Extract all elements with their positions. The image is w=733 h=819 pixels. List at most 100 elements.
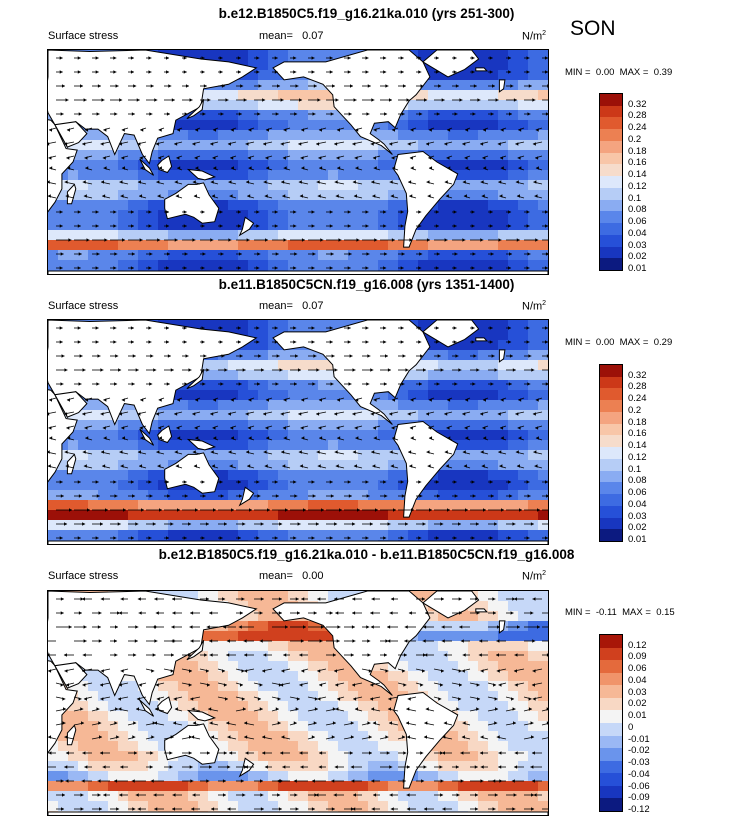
land-mass (66, 183, 77, 205)
stress-vector-head (64, 368, 68, 372)
stress-cell (428, 250, 439, 261)
stress-cell (138, 500, 149, 511)
stress-cell (88, 140, 99, 151)
stress-cell (288, 781, 299, 792)
stress-cell (268, 651, 279, 662)
stress-vector-head (518, 128, 522, 132)
stress-vector-head (392, 128, 396, 132)
stress-cell (118, 210, 129, 221)
stress-cell (58, 801, 69, 812)
stress-cell (308, 751, 319, 762)
stress-cell (248, 170, 259, 181)
stress-cell (358, 240, 369, 251)
stress-cell (538, 220, 548, 231)
stress-cell (228, 490, 239, 501)
stress-cell (468, 360, 479, 371)
stress-cell (298, 781, 309, 792)
stress-cell (248, 70, 259, 81)
stress-vector-head (100, 522, 104, 526)
stress-cell (78, 410, 89, 421)
stress-cell (388, 210, 399, 221)
stress-cell (298, 260, 309, 271)
stress-cell (248, 340, 259, 351)
stress-cell (228, 230, 239, 241)
stress-cell (478, 220, 489, 231)
stress-cell (148, 510, 159, 521)
stress-cell (338, 771, 349, 782)
stress-cell (328, 150, 339, 161)
stress-cell (498, 490, 509, 501)
stress-cell (338, 430, 349, 441)
stress-vector-head (453, 536, 457, 540)
stress-cell (438, 340, 449, 351)
stress-cell (298, 751, 309, 762)
stress-cell (288, 651, 299, 662)
stress-cell (488, 340, 499, 351)
stress-cell (178, 420, 189, 431)
stress-vector-head (257, 494, 261, 498)
stress-cell (258, 360, 269, 371)
stress-cell (208, 100, 219, 111)
stress-cell (228, 190, 239, 201)
stress-vector-head (85, 436, 89, 440)
stress-vector-head (119, 98, 123, 102)
stress-cell (358, 791, 369, 802)
stress-vector-head (409, 238, 413, 242)
stress-vector-head (373, 436, 377, 440)
stress-cell (108, 190, 119, 201)
stress-cell (188, 160, 199, 171)
stress-cell (78, 160, 89, 171)
stress-cell (518, 210, 529, 221)
panel-3-units-base: N/m (522, 570, 543, 583)
stress-cell (538, 380, 548, 391)
stress-cell (528, 60, 539, 71)
stress-cell (248, 480, 259, 491)
stress-cell (218, 520, 229, 531)
stress-cell (228, 380, 239, 391)
stress-cell (328, 260, 339, 271)
stress-cell (338, 450, 349, 461)
stress-cell (218, 400, 229, 411)
stress-cell (248, 240, 259, 251)
stress-cell (288, 420, 299, 431)
stress-cell (188, 500, 199, 511)
stress-cell (158, 751, 169, 762)
stress-cell (308, 671, 319, 682)
stress-vector-head (78, 494, 82, 498)
stress-cell (488, 50, 499, 61)
stress-vector-head (424, 98, 428, 102)
stress-vector-head (384, 112, 388, 116)
stress-cell (58, 200, 69, 211)
stress-cell (538, 440, 548, 451)
stress-cell (368, 200, 379, 211)
stress-cell (128, 250, 139, 261)
stress-cell (538, 170, 548, 181)
stress-cell (278, 460, 289, 471)
stress-cell (448, 150, 459, 161)
stress-cell (248, 741, 259, 752)
stress-cell (178, 180, 189, 191)
stress-vector-head (354, 156, 358, 160)
stress-vector-head (263, 142, 267, 146)
stress-vector-head (410, 166, 414, 170)
stress-cell (188, 781, 199, 792)
stress-cell (138, 440, 149, 451)
stress-cell (498, 120, 509, 131)
colorbar-tick-label: 0.24 (628, 393, 647, 405)
stress-cell (298, 160, 309, 171)
stress-cell (58, 490, 69, 501)
stress-vector-head (405, 368, 409, 372)
stress-vector-head (473, 84, 477, 88)
stress-vector-head (256, 210, 260, 214)
stress-cell (328, 781, 339, 792)
stress-cell (268, 50, 279, 61)
stress-cell (328, 430, 339, 441)
stress-cell (298, 420, 309, 431)
stress-cell (418, 360, 429, 371)
stress-vector-head (447, 508, 450, 512)
stress-cell (338, 520, 349, 531)
stress-cell (78, 751, 89, 762)
stress-vector-head (202, 382, 206, 386)
stress-vector-head (131, 252, 135, 256)
stress-cell (98, 490, 109, 501)
